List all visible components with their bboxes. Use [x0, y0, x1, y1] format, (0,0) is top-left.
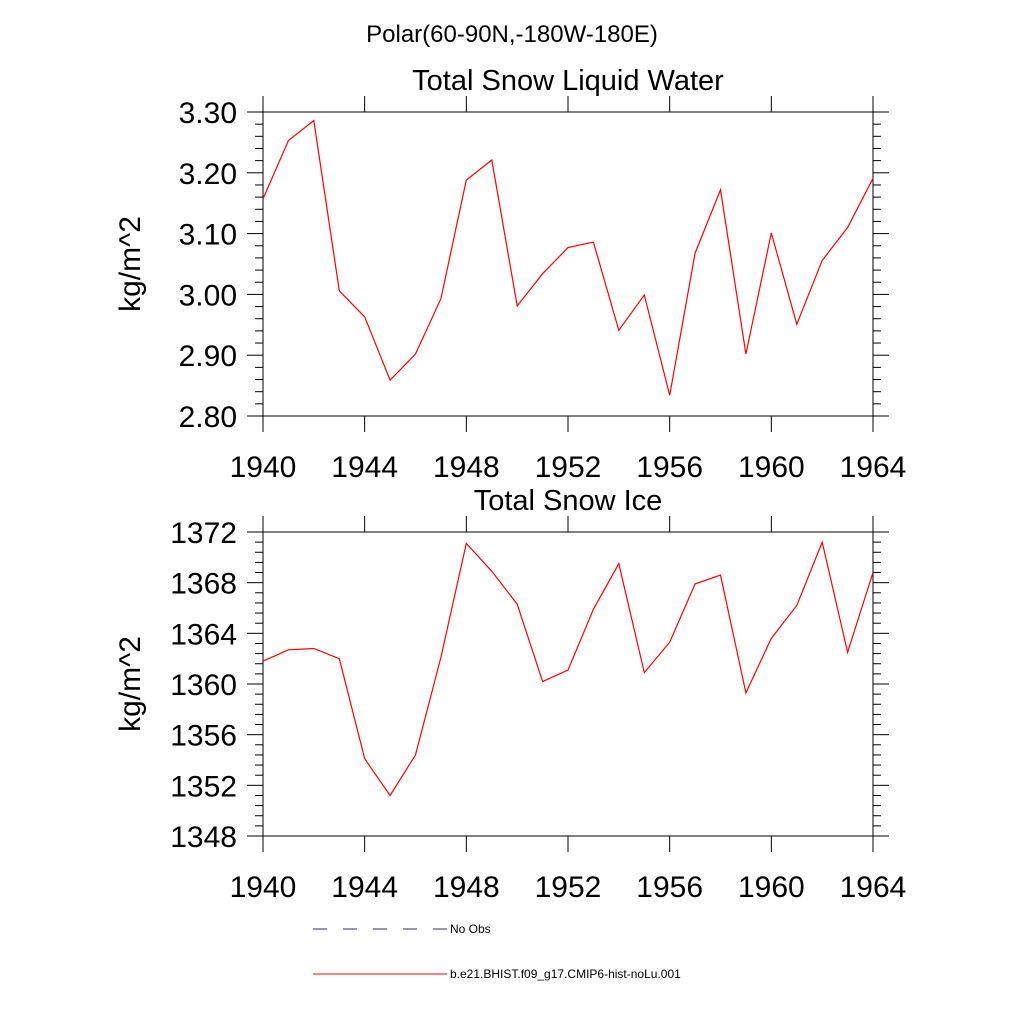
x-tick-label: 1948	[433, 451, 500, 484]
series-line	[262, 540, 874, 797]
y-axis-label: kg/m^2	[114, 216, 147, 312]
x-tick-label: 1944	[331, 451, 398, 484]
x-tick-label: 1964	[840, 871, 907, 904]
x-tick-label: 1964	[840, 451, 907, 484]
page-title: Polar(60-90N,-180W-180E)	[366, 21, 658, 48]
y-tick-label: 1364	[170, 618, 237, 651]
legend-item: b.e21.BHIST.f09_g17.CMIP6-hist-noLu.001	[313, 967, 681, 981]
legend-label: b.e21.BHIST.f09_g17.CMIP6-hist-noLu.001	[450, 967, 681, 981]
x-tick-label: 1956	[636, 871, 703, 904]
x-tick-label: 1940	[230, 871, 297, 904]
legend: No Obs b.e21.BHIST.f09_g17.CMIP6-hist-noL…	[313, 922, 681, 981]
plot-frame	[262, 531, 874, 837]
y-tick-label: 2.90	[179, 340, 237, 373]
x-tick-label: 1940	[230, 451, 297, 484]
x-tick-label: 1956	[636, 451, 703, 484]
x-tick-label: 1944	[331, 871, 398, 904]
y-tick-label: 3.00	[179, 279, 237, 312]
y-tick-label: 3.10	[179, 219, 237, 252]
series-line	[262, 119, 874, 396]
y-tick-label: 1368	[170, 568, 237, 601]
legend-item: No Obs	[313, 922, 491, 936]
chart-title: Total Snow Ice	[474, 485, 663, 517]
x-tick-label: 1952	[535, 871, 602, 904]
plot-frame	[262, 111, 874, 417]
x-tick-label: 1948	[433, 871, 500, 904]
chart-panel-2: Total Snow Ice kg/m^2 1940 1944 1948 1952 1956…	[114, 485, 906, 904]
y-tick-label: 1356	[170, 720, 237, 753]
y-tick-label: 1348	[170, 821, 237, 854]
y-tick-label: 1360	[170, 669, 237, 702]
y-tick-label: 3.30	[179, 97, 237, 130]
chart-panel-1: Total Snow Liquid Water kg/m^2 1940 1944 194…	[114, 65, 906, 484]
chart-title: Total Snow Liquid Water	[412, 65, 724, 97]
y-axis-label: kg/m^2	[114, 636, 147, 732]
y-tick-label: 3.20	[179, 158, 237, 191]
x-tick-label: 1952	[535, 451, 602, 484]
x-tick-label: 1960	[738, 871, 805, 904]
x-tick-label: 1960	[738, 451, 805, 484]
legend-label: No Obs	[450, 922, 491, 936]
chart-panels: Total Snow Liquid Water kg/m^2 1940 1944 194…	[114, 65, 906, 904]
y-tick-label: 2.80	[179, 401, 237, 434]
y-tick-label: 1352	[170, 770, 237, 803]
y-tick-label: 1372	[170, 517, 237, 550]
